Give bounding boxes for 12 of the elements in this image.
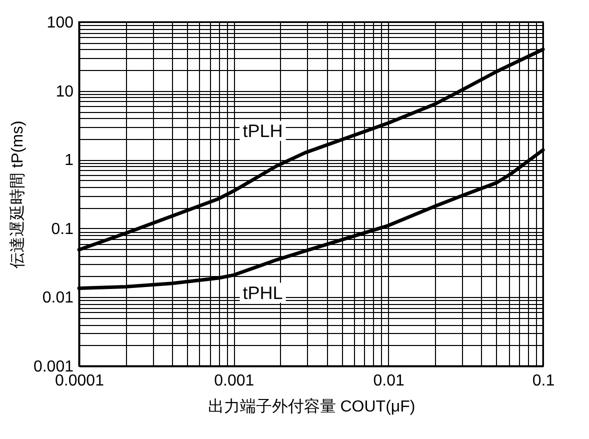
x-tick-label: 0.1 — [532, 372, 555, 390]
x-axis-title: 出力端子外付容量 COUT(μF) — [208, 398, 416, 416]
y-tick-label: 0.001 — [33, 358, 74, 376]
x-tick-label: 0.0001 — [55, 372, 104, 390]
y-tick-label: 10 — [56, 83, 74, 100]
y-tick-label: 0.1 — [51, 220, 74, 238]
x-tick-label: 0.01 — [373, 372, 405, 390]
x-tick-label: 0.001 — [214, 372, 254, 390]
y-tick-label: 1 — [64, 152, 74, 170]
y-tick-label: 0.01 — [42, 290, 74, 307]
y-tick-label: 100 — [46, 14, 74, 32]
y-axis-title: 伝達遅延時間 tP(ms) — [8, 120, 26, 268]
